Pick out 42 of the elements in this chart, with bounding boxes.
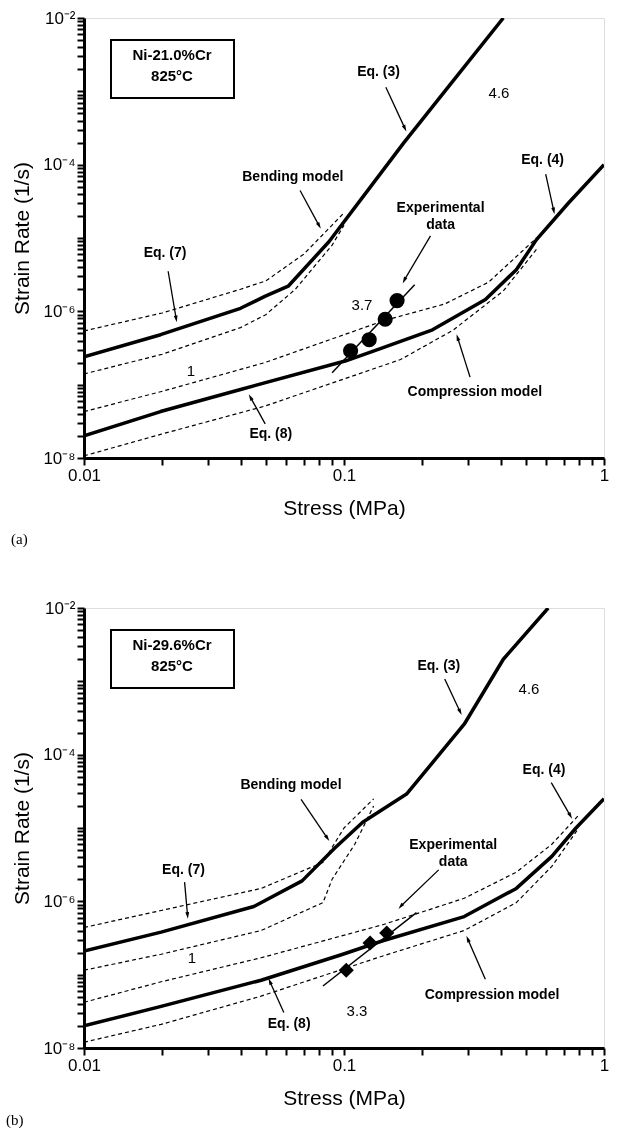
y-tick-label: 10⁻⁶ bbox=[43, 891, 76, 911]
text: Ni-29.6%Cr 825°C bbox=[132, 636, 212, 674]
y-axis-title: Strain Rate (1/s) bbox=[10, 752, 34, 905]
text: (a) bbox=[11, 531, 28, 548]
annotation: 4.6 bbox=[488, 84, 510, 101]
text: Ni-21.0%Cr 825°C bbox=[132, 46, 212, 84]
y-tick-label: 10⁻⁴ bbox=[43, 745, 76, 765]
annotation: 1 bbox=[187, 949, 197, 966]
x-tick-label: 0.01 bbox=[67, 465, 102, 485]
annotation: Bending model bbox=[242, 168, 344, 185]
annotation: Experimental data bbox=[409, 835, 498, 869]
annotation: Compression model bbox=[424, 985, 560, 1002]
y-tick-label: 10⁻⁶ bbox=[43, 301, 76, 321]
x-tick-label: 0.01 bbox=[67, 1055, 102, 1075]
annotation: Eq. (4) bbox=[522, 761, 566, 778]
y-tick-label: 10⁻⁴ bbox=[43, 155, 76, 175]
annotation: Eq. (4) bbox=[521, 151, 564, 168]
y-axis-title: Strain Rate (1/s) bbox=[10, 162, 34, 315]
annotation: Compression model bbox=[407, 383, 543, 400]
annotation: Eq. (7) bbox=[162, 860, 205, 877]
annotation: 1 bbox=[186, 362, 196, 379]
x-tick-label: 0.1 bbox=[332, 465, 357, 485]
y-tick-label: 10⁻⁸ bbox=[43, 1038, 76, 1058]
annotation: Eq. (3) bbox=[357, 62, 400, 79]
annotation: 3.3 bbox=[346, 1002, 368, 1019]
annotation: Eq. (7) bbox=[143, 244, 187, 261]
y-tick-label: 10⁻² bbox=[44, 8, 76, 28]
x-tick-label: 1 bbox=[599, 465, 610, 485]
x-tick-label: 1 bbox=[599, 1055, 610, 1075]
y-tick-label: 10⁻⁸ bbox=[43, 448, 76, 468]
annotation: 4.6 bbox=[518, 680, 540, 697]
y-tick-label: 10⁻² bbox=[44, 598, 76, 618]
text: (b) bbox=[6, 1112, 24, 1129]
annotation: 3.7 bbox=[351, 296, 373, 313]
x-axis-title: Stress (MPa) bbox=[283, 495, 406, 519]
x-tick-label: 0.1 bbox=[332, 1055, 357, 1075]
annotation: Eq. (8) bbox=[249, 424, 293, 441]
annotation: Experimental data bbox=[396, 198, 485, 232]
annotation: Bending model bbox=[240, 775, 342, 792]
x-axis-title: Stress (MPa) bbox=[283, 1085, 406, 1109]
annotation: Eq. (3) bbox=[417, 657, 461, 674]
annotation: Eq. (8) bbox=[267, 1015, 311, 1032]
